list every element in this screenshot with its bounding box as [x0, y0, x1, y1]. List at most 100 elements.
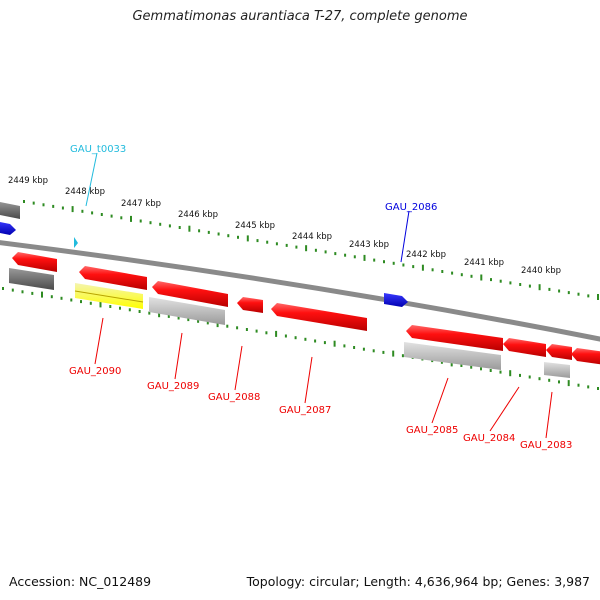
minor-tick [460, 273, 463, 277]
minor-tick [383, 260, 385, 264]
minor-tick [372, 349, 375, 353]
leader-line [85, 152, 98, 207]
gene-label-GAU_2086[interactable]: GAU_2086 [385, 202, 437, 213]
minor-tick [265, 331, 268, 335]
gene-feature-gray[interactable] [544, 362, 570, 378]
gene-feature-blue-left[interactable] [0, 221, 16, 235]
gene-label-GAU_2083[interactable]: GAU_2083 [520, 440, 572, 451]
ruler-label: 2447 kbp [121, 199, 161, 209]
major-tick [275, 330, 278, 337]
gene-label-GAU_2084[interactable]: GAU_2084 [463, 433, 515, 444]
minor-tick [304, 337, 307, 341]
minor-tick [567, 291, 570, 295]
minor-tick [81, 209, 84, 213]
gene-label-GAU_2085[interactable]: GAU_2085 [406, 425, 458, 436]
gene-feature-gray[interactable] [404, 342, 501, 370]
gene-feature-gray[interactable] [149, 297, 225, 325]
ruler-label: 2446 kbp [178, 210, 218, 220]
minor-tick [402, 263, 405, 267]
leader-line [304, 356, 313, 404]
major-tick [597, 294, 599, 300]
gene-feature-dark-gray[interactable] [9, 268, 54, 290]
minor-tick [558, 289, 561, 293]
gene-GAU_2090[interactable] [79, 266, 147, 290]
inner-tick-track [2, 287, 599, 390]
ruler-label: 2440 kbp [521, 266, 561, 276]
leader-line [431, 377, 449, 424]
minor-tick [120, 216, 123, 220]
gene-GAU_2083[interactable] [546, 344, 572, 360]
minor-tick [284, 334, 287, 338]
minor-tick [577, 383, 580, 387]
minor-tick [597, 387, 599, 390]
minor-tick [353, 255, 356, 259]
minor-tick [548, 378, 551, 382]
gene-feature-GAU_2086[interactable] [384, 293, 408, 307]
minor-tick [440, 360, 443, 364]
minor-tick [324, 250, 327, 254]
label-leaders [85, 152, 553, 439]
major-tick [99, 301, 102, 308]
minor-tick [80, 300, 82, 304]
minor-tick [11, 288, 14, 292]
minor-tick [207, 230, 210, 234]
leader-line [400, 210, 410, 263]
major-tick [216, 321, 219, 328]
minor-tick [470, 365, 473, 369]
gene-GAU_2089[interactable] [152, 281, 228, 307]
rna-feature-GAU_t0033[interactable] [74, 237, 78, 248]
minor-tick [110, 214, 113, 218]
minor-tick [353, 346, 356, 349]
gene-label-GAU_2090[interactable]: GAU_2090 [69, 366, 121, 377]
gene-label-GAU_t0033[interactable]: GAU_t0033 [70, 144, 126, 155]
ruler-label: 2443 kbp [349, 240, 389, 250]
major-tick [246, 235, 249, 242]
gene-GAU_2087[interactable] [271, 303, 367, 331]
minor-tick [139, 219, 142, 223]
minor-tick [285, 243, 288, 247]
ruler-labels: 2449 kbp 2448 kbp 2447 kbp 2446 kbp 2445… [8, 176, 561, 276]
minor-tick [343, 344, 346, 348]
minor-tick [148, 311, 151, 315]
leader-line [94, 317, 104, 365]
minor-tick [255, 329, 258, 333]
minor-tick [2, 287, 4, 290]
ruler-label: 2442 kbp [406, 250, 446, 260]
gene-GAU_2084[interactable] [503, 338, 546, 357]
minor-tick [373, 258, 376, 262]
gene-label-GAU_2089[interactable]: GAU_2089 [147, 381, 199, 392]
minor-tick [451, 271, 454, 275]
gene-feature-dark-gray[interactable] [0, 201, 20, 219]
minor-tick [138, 310, 141, 313]
gene-GAU_2091[interactable] [12, 252, 57, 272]
gene-label-GAU_2088[interactable]: GAU_2088 [208, 392, 260, 403]
minor-tick [275, 242, 278, 246]
minor-tick [245, 328, 248, 331]
minor-tick [489, 369, 492, 372]
minor-tick [577, 292, 580, 296]
gene-GAU_2085[interactable] [406, 325, 503, 351]
minor-tick [519, 373, 521, 377]
accession-text: Accession: NC_012489 [9, 574, 152, 589]
minor-tick [509, 281, 512, 285]
minor-tick [558, 380, 560, 384]
leader-line [545, 391, 553, 439]
major-tick [158, 311, 161, 318]
minor-tick [187, 318, 190, 322]
gene-GAU_2082[interactable] [571, 348, 600, 365]
major-tick [392, 350, 395, 357]
major-tick [305, 245, 308, 252]
minor-tick [31, 291, 34, 295]
major-tick [450, 360, 453, 367]
minor-tick [587, 385, 590, 389]
minor-tick [237, 235, 239, 239]
gene-GAU_2088[interactable] [237, 297, 263, 313]
minor-tick [548, 287, 551, 291]
minor-tick [528, 375, 531, 379]
gene-label-GAU_2087[interactable]: GAU_2087 [279, 405, 331, 416]
minor-tick [392, 261, 395, 265]
minor-tick [128, 308, 131, 312]
minor-tick [519, 283, 522, 286]
minor-tick [401, 354, 404, 358]
